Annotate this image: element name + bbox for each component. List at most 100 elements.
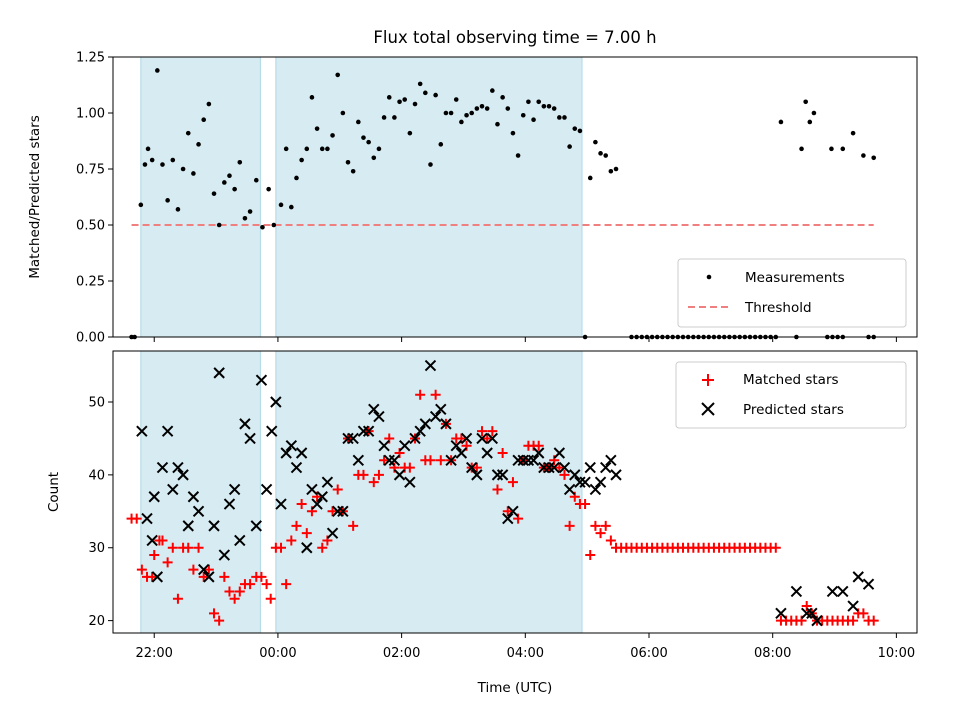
legend-bottom-box xyxy=(675,361,907,429)
data-point-measurement xyxy=(803,99,808,105)
data-point-matched xyxy=(276,542,287,553)
data-point-matched xyxy=(203,564,214,575)
data-point-matched xyxy=(209,608,220,619)
data-point-measurement xyxy=(314,126,320,131)
data-point-predicted xyxy=(393,469,406,481)
data-point-measurement xyxy=(562,115,567,120)
data-point-predicted xyxy=(496,469,509,481)
data-point-measurement xyxy=(490,88,495,93)
y-tick-label: 0.25 xyxy=(76,275,105,290)
data-point-matched xyxy=(188,564,199,575)
y-tick-label: 0.50 xyxy=(76,219,105,234)
data-point-predicted xyxy=(419,418,432,430)
data-point-matched xyxy=(868,615,879,626)
y-tick-label: 1.00 xyxy=(76,107,105,122)
data-point-measurement xyxy=(170,157,176,163)
data-point-predicted xyxy=(368,403,380,416)
data-point-matched xyxy=(492,484,503,495)
data-point-matched xyxy=(605,535,616,546)
data-point-measurement xyxy=(299,157,304,163)
data-point-predicted xyxy=(610,469,622,481)
legend-threshold-label: Threshold xyxy=(744,300,812,316)
data-point-measurement xyxy=(289,204,294,210)
y-tick-label: 50 xyxy=(88,396,105,411)
data-point-matched xyxy=(533,440,544,451)
legend-matched-label: Matched stars xyxy=(743,372,839,388)
data-point-predicted xyxy=(450,440,462,452)
data-point-measurement xyxy=(175,207,181,212)
data-point-matched xyxy=(224,586,235,597)
data-point-predicted xyxy=(151,571,164,583)
data-point-predicted xyxy=(775,607,787,620)
data-point-predicted xyxy=(244,432,256,445)
data-point-matched xyxy=(770,542,781,553)
data-point-measurement xyxy=(608,168,614,174)
data-point-measurement xyxy=(546,103,552,109)
data-point-measurement xyxy=(510,130,516,136)
top-panel: 0.00 0.25 0.50 0.75 1.00 1.25 xyxy=(76,51,918,346)
data-point-measurement xyxy=(185,130,191,136)
legend-top-box xyxy=(677,258,907,328)
data-point-predicted xyxy=(177,469,189,481)
legend-predicted-label: Predicted stars xyxy=(743,402,844,418)
data-point-predicted xyxy=(383,454,395,467)
data-point-predicted xyxy=(440,418,452,430)
data-point-predicted xyxy=(445,454,457,467)
data-point-predicted xyxy=(255,374,268,386)
data-point-measurement xyxy=(811,110,817,116)
data-point-measurement xyxy=(191,171,196,176)
data-point-predicted xyxy=(558,461,571,474)
data-point-measurement xyxy=(807,119,813,125)
x-tick-label: 22:00 xyxy=(135,646,172,661)
data-point-matched xyxy=(848,615,859,626)
data-point-matched xyxy=(214,615,225,626)
data-point-matched xyxy=(234,586,245,597)
data-point-predicted xyxy=(337,505,349,518)
data-point-measurement xyxy=(453,97,459,102)
data-point-measurement xyxy=(417,81,423,87)
data-point-predicted xyxy=(280,447,292,459)
data-point-matched xyxy=(219,571,230,582)
data-point-predicted xyxy=(141,512,153,525)
data-point-predicted xyxy=(801,607,813,620)
data-point-predicted xyxy=(563,483,576,496)
data-point-predicted xyxy=(522,454,535,467)
data-point-predicted xyxy=(790,585,803,598)
data-point-predicted xyxy=(321,476,334,488)
data-point-predicted xyxy=(218,549,231,561)
data-point-predicted xyxy=(507,505,519,518)
data-point-matched xyxy=(502,506,513,517)
x-tick-label: 00:00 xyxy=(259,646,296,661)
data-point-measurement xyxy=(271,222,277,228)
data-point-matched xyxy=(167,542,178,553)
data-point-predicted xyxy=(589,483,602,496)
data-point-measurement xyxy=(216,222,222,228)
data-point-measurement xyxy=(603,153,609,158)
data-point-measurement xyxy=(145,146,151,152)
data-point-measurement xyxy=(520,112,526,118)
data-point-measurement xyxy=(381,115,387,120)
data-point-matched xyxy=(198,571,209,582)
data-point-measurement xyxy=(515,153,521,158)
data-point-measurement xyxy=(340,110,346,116)
data-point-matched xyxy=(348,520,359,531)
data-point-measurement xyxy=(598,151,603,156)
data-point-matched xyxy=(404,462,415,473)
data-point-predicted xyxy=(826,585,839,598)
data-point-predicted xyxy=(285,440,298,452)
data-point-matched xyxy=(281,579,292,590)
legend-bottom: Matched stars Predicted stars xyxy=(675,361,907,429)
y-tick-label: 40 xyxy=(88,468,105,483)
data-point-measurement xyxy=(361,135,366,140)
data-point-predicted xyxy=(347,432,359,445)
data-point-matched xyxy=(379,455,390,466)
data-point-measurement xyxy=(335,72,341,78)
data-point-measurement xyxy=(309,95,315,100)
data-point-measurement xyxy=(577,128,583,134)
data-point-measurement xyxy=(526,99,531,105)
data-point-measurement xyxy=(484,106,490,111)
data-point-matched xyxy=(858,608,869,619)
data-point-matched xyxy=(595,528,606,539)
data-point-predicted xyxy=(234,534,246,547)
